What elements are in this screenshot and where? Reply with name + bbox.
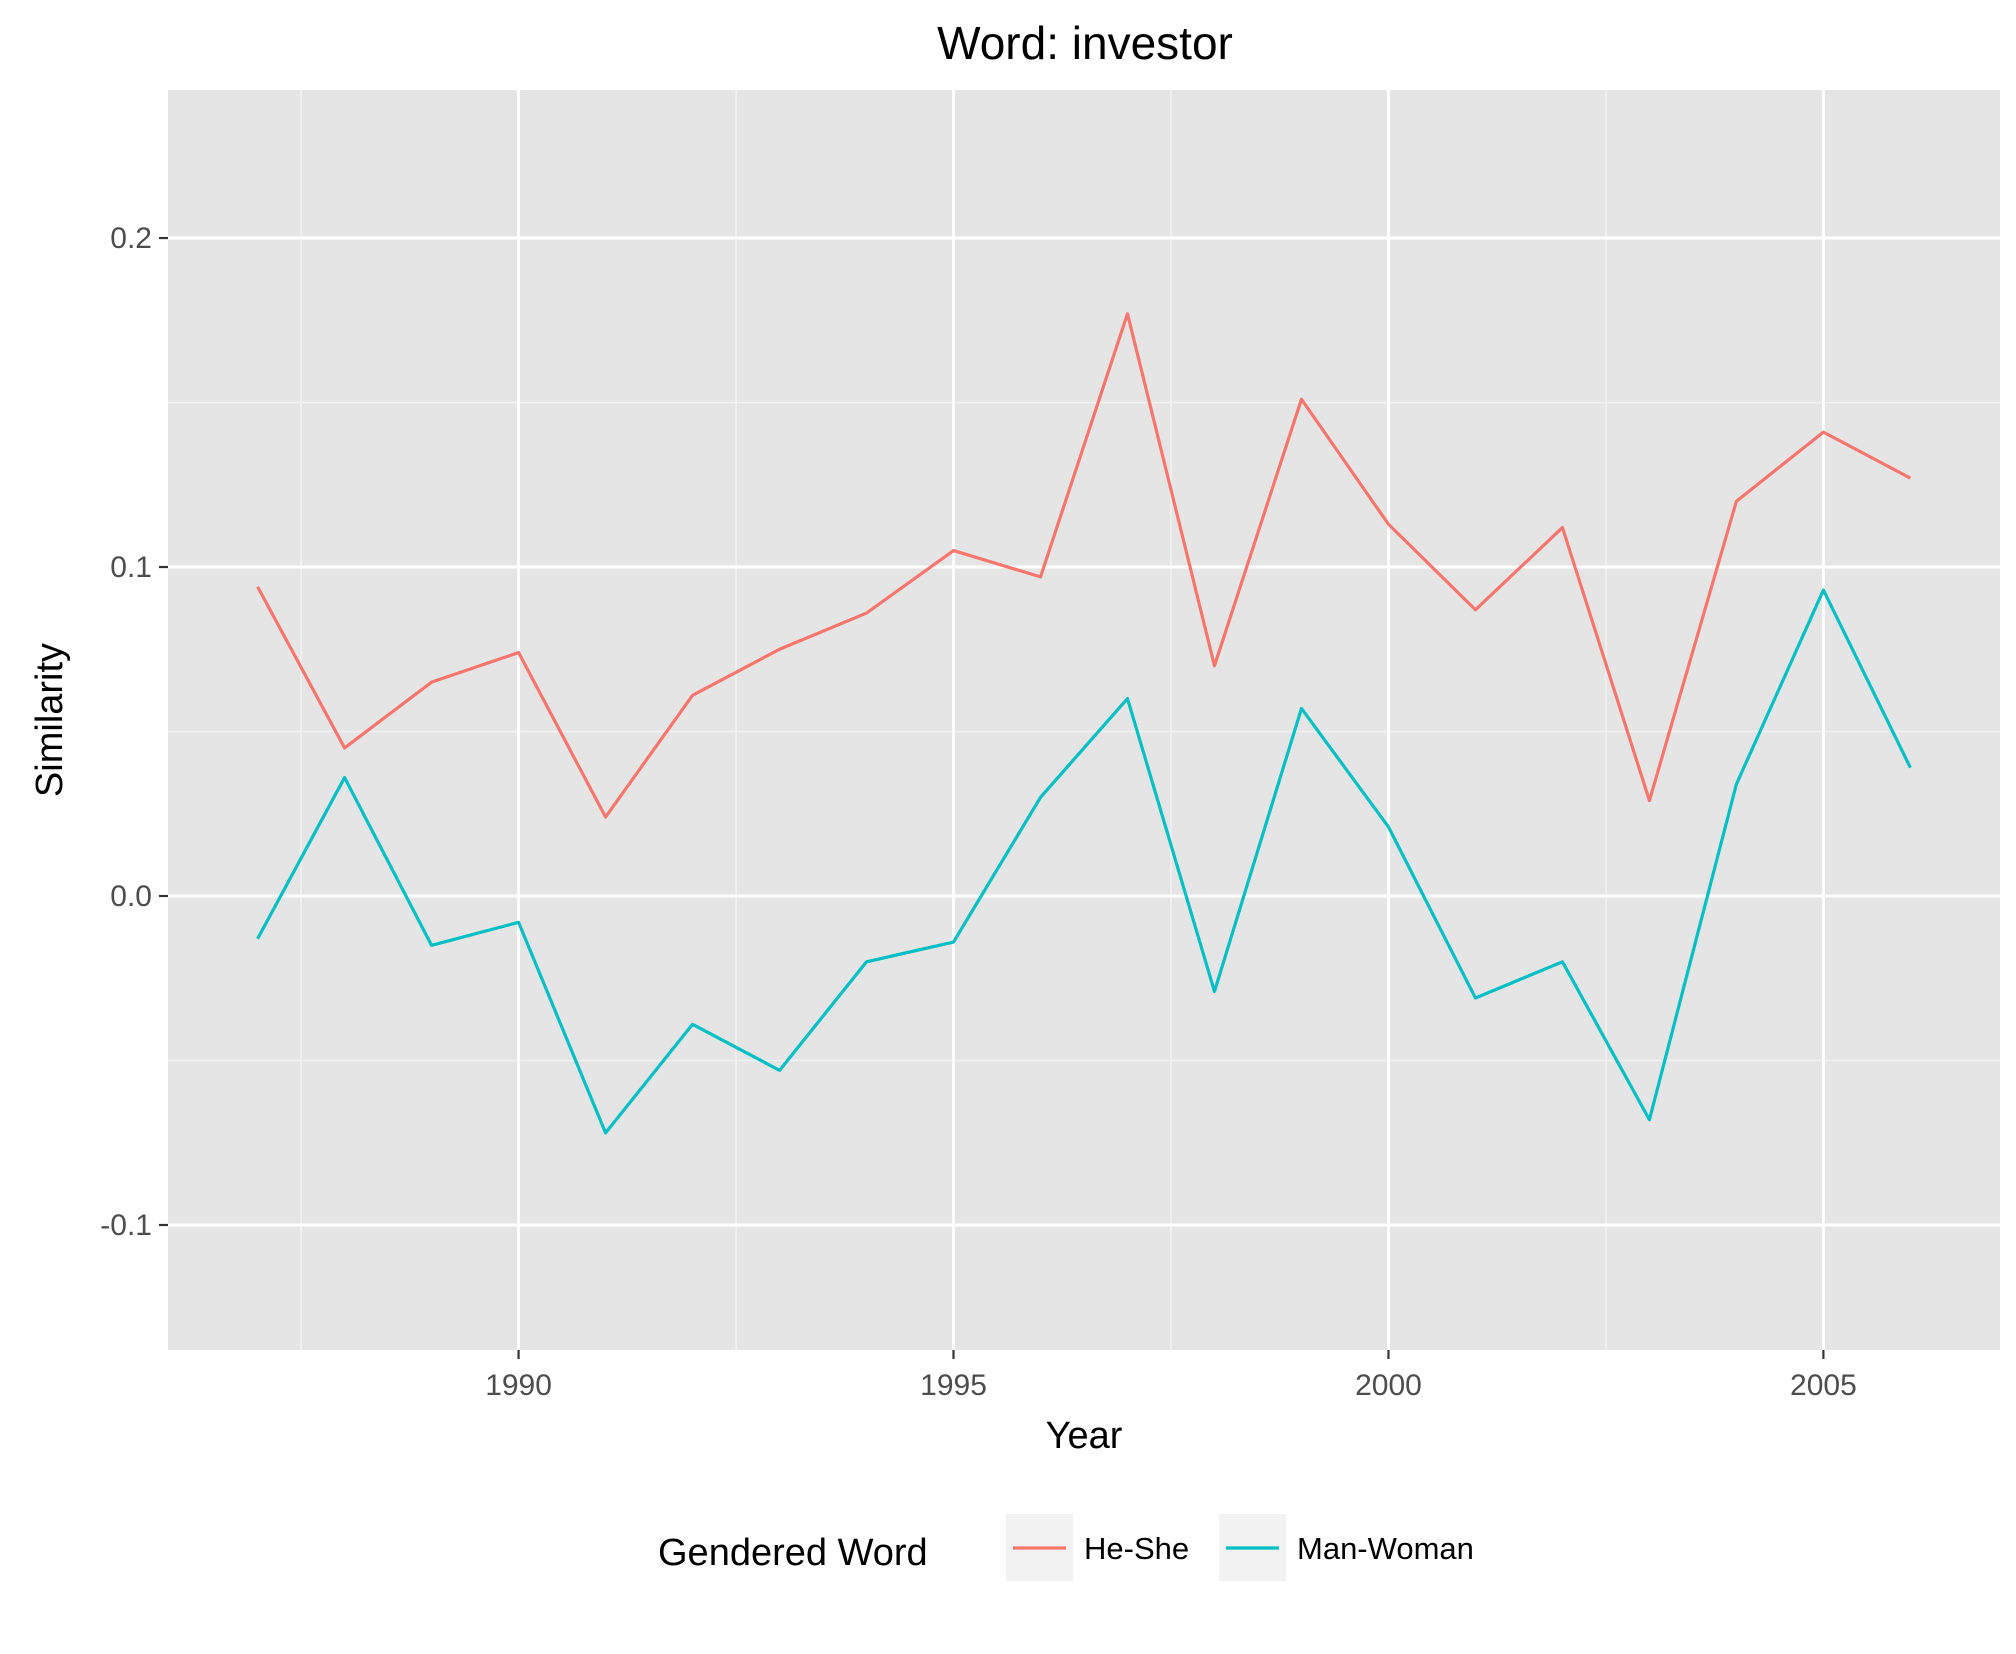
major-gridlines [168, 90, 2000, 1350]
legend-label-man-woman: Man-Woman [1297, 1531, 1474, 1566]
series-layer [256, 312, 1912, 1135]
legend: Gendered Word He-She Man-Woman [658, 1514, 1474, 1581]
x-tick-label: 2000 [1355, 1369, 1422, 1402]
legend-title: Gendered Word [658, 1532, 928, 1574]
plot-panel [168, 90, 2000, 1350]
y-tick-label: 0.1 [110, 551, 152, 584]
y-tick-label: -0.1 [100, 1209, 152, 1242]
y-axis-title: Similarity [29, 643, 71, 797]
x-tick-label: 1995 [920, 1369, 987, 1402]
tick-marks [159, 236, 1825, 1359]
series-line-he-she [256, 312, 1912, 819]
chart-title: Word: investor [937, 17, 1233, 69]
x-tick-label: 1990 [485, 1369, 552, 1402]
y-tick-label: 0.2 [110, 222, 152, 255]
legend-label-he-she: He-She [1084, 1531, 1189, 1566]
x-axis-title: Year [1046, 1415, 1123, 1457]
x-tick-label: 2005 [1790, 1369, 1857, 1402]
minor-gridlines [168, 90, 2000, 1350]
tick-labels: 1990 1995 2000 2005 -0.1 0.0 0.1 0.2 [100, 222, 1856, 1402]
series-line-man-woman [256, 588, 1912, 1135]
y-tick-label: 0.0 [110, 880, 152, 913]
